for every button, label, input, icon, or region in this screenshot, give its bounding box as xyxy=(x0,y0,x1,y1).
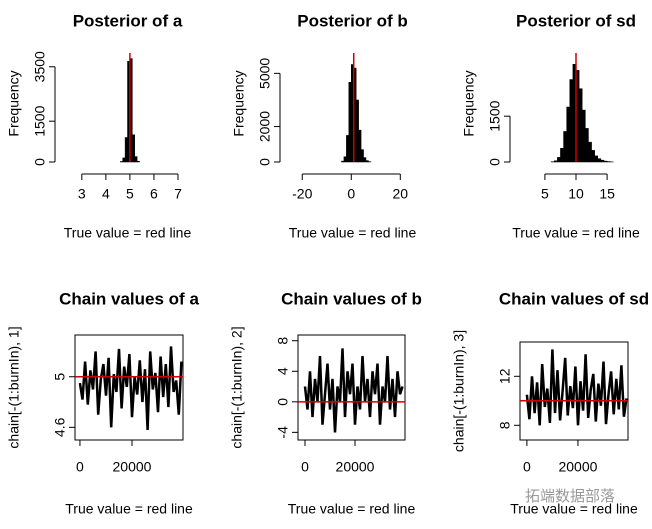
histogram-bar xyxy=(136,160,140,163)
histogram-bar xyxy=(343,156,347,163)
y-tick-label: 2000 xyxy=(257,111,273,142)
histogram-bar xyxy=(566,106,571,163)
histogram-bar xyxy=(360,149,364,163)
y-tick-label: 4.6 xyxy=(52,417,68,437)
histogram-bar xyxy=(569,79,574,163)
x-tick-label: 10 xyxy=(568,186,584,202)
x-tick-label: 6 xyxy=(150,186,158,202)
histogram-bar xyxy=(122,157,126,163)
chart-title: Posterior of a xyxy=(73,11,183,30)
histogram-bar xyxy=(594,155,599,163)
x-tick-label: 20000 xyxy=(558,459,597,475)
y-tick-label: 8 xyxy=(497,421,513,429)
chart-title: Chain values of sd xyxy=(499,289,649,308)
y-tick-label: 1500 xyxy=(32,105,48,136)
x-tick-label: -20 xyxy=(292,186,312,202)
chart-title: Posterior of b xyxy=(297,11,408,30)
x-tick-label: 5 xyxy=(541,186,549,202)
y-tick-label: 5000 xyxy=(257,58,273,89)
y-tick-label: 0 xyxy=(257,158,273,166)
plot-frame xyxy=(74,334,184,441)
x-tick-label: 4 xyxy=(102,186,110,202)
chart-title: Posterior of sd xyxy=(516,11,636,30)
x-tick-label: 0 xyxy=(76,459,84,475)
histogram-bar xyxy=(124,137,128,163)
y-tick-label: 5 xyxy=(52,373,68,381)
y-axis-label: chain[-(1:burnIn), 1] xyxy=(6,326,22,448)
histogram-bar xyxy=(355,99,359,163)
x-tick-label: 20 xyxy=(393,186,409,202)
histogram-bar xyxy=(132,134,135,163)
y-axis-label: Frequency xyxy=(231,70,247,136)
x-axis-label: True value = red line xyxy=(512,225,640,241)
x-axis-label: True value = red line xyxy=(510,501,638,517)
histogram-bar xyxy=(563,131,567,163)
histogram-bar xyxy=(348,81,352,163)
y-axis-label: Frequency xyxy=(6,70,22,136)
x-tick-label: 15 xyxy=(599,186,615,202)
x-tick-label: 0 xyxy=(523,459,531,475)
y-axis-label: Frequency xyxy=(461,70,477,136)
x-axis-label: True value = red line xyxy=(65,501,193,517)
histogram-bar xyxy=(363,157,367,163)
histogram-bar xyxy=(553,160,558,163)
x-tick-label: 7 xyxy=(174,186,182,202)
histogram-bar xyxy=(365,160,369,163)
x-tick-label: 0 xyxy=(301,459,309,475)
y-tick-label: 0 xyxy=(487,158,503,166)
histogram-bar xyxy=(591,150,595,163)
histogram-bar xyxy=(585,128,589,163)
x-tick-label: 20000 xyxy=(336,459,375,475)
y-axis-label: chain[-(1:burnIn), 3] xyxy=(451,330,467,452)
x-axis-label: True value = red line xyxy=(64,225,192,241)
y-tick-label: 12 xyxy=(497,368,513,384)
x-axis-label: True value = red line xyxy=(288,501,416,517)
histogram-bar xyxy=(120,161,123,163)
plot-frame xyxy=(297,334,406,441)
y-tick-label: 8 xyxy=(275,337,291,345)
histogram-bar xyxy=(603,160,608,163)
plot-frame xyxy=(519,341,629,441)
histogram-bar xyxy=(358,129,362,163)
x-axis-label: True value = red line xyxy=(289,225,417,241)
histogram-bar xyxy=(346,135,350,163)
trace-line xyxy=(525,349,628,426)
histogram-bar xyxy=(600,159,605,163)
y-axis-label: chain[-(1:burnIn), 2] xyxy=(229,326,245,448)
y-tick-label: 0 xyxy=(32,158,48,166)
histogram-bar xyxy=(560,148,564,163)
y-tick-label: -4 xyxy=(275,426,291,439)
trace-line xyxy=(78,346,183,430)
y-tick-label: 1500 xyxy=(487,100,503,131)
y-tick-label: 4 xyxy=(275,367,291,375)
x-tick-label: 20000 xyxy=(113,459,152,475)
x-tick-label: 3 xyxy=(78,186,86,202)
histogram-bar xyxy=(557,157,561,163)
y-tick-label: 3500 xyxy=(32,51,48,82)
histogram-bar xyxy=(581,109,586,163)
histogram-bar xyxy=(578,88,583,163)
y-tick-label: 0 xyxy=(275,398,291,406)
trace-line xyxy=(303,348,404,433)
x-tick-label: 5 xyxy=(126,186,134,202)
chart-title: Chain values of b xyxy=(281,289,422,308)
histogram-bar xyxy=(597,158,602,163)
x-tick-label: 0 xyxy=(347,186,355,202)
chart-title: Chain values of a xyxy=(59,289,199,308)
histogram-bar xyxy=(134,156,138,163)
watermark: 拓端数据部落 xyxy=(525,488,615,505)
histogram-bar xyxy=(588,141,592,163)
histogram-bar xyxy=(341,160,345,163)
